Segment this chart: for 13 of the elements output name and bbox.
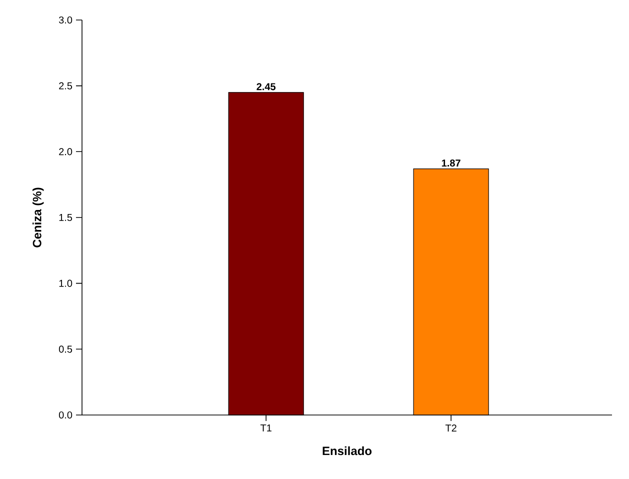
y-axis-title: Ceniza (%) — [32, 188, 44, 248]
x-axis-title: Ensilado — [322, 446, 372, 456]
x-tick-label: T1 — [260, 424, 272, 432]
y-tick-label: 3.0 — [58, 16, 72, 24]
x-tick-label: T2 — [445, 424, 456, 432]
data-label: 1.87 — [442, 160, 460, 167]
y-tick-label: 1.5 — [59, 214, 72, 221]
y-tick-label: 0.5 — [58, 346, 72, 353]
y-tick-label: 1.0 — [59, 280, 72, 287]
y-tick-label: 2.5 — [59, 82, 72, 90]
y-tick-label: 2.0 — [59, 148, 72, 156]
y-tick-label: 0.0 — [58, 411, 72, 419]
data-label: 2.45 — [256, 83, 276, 90]
